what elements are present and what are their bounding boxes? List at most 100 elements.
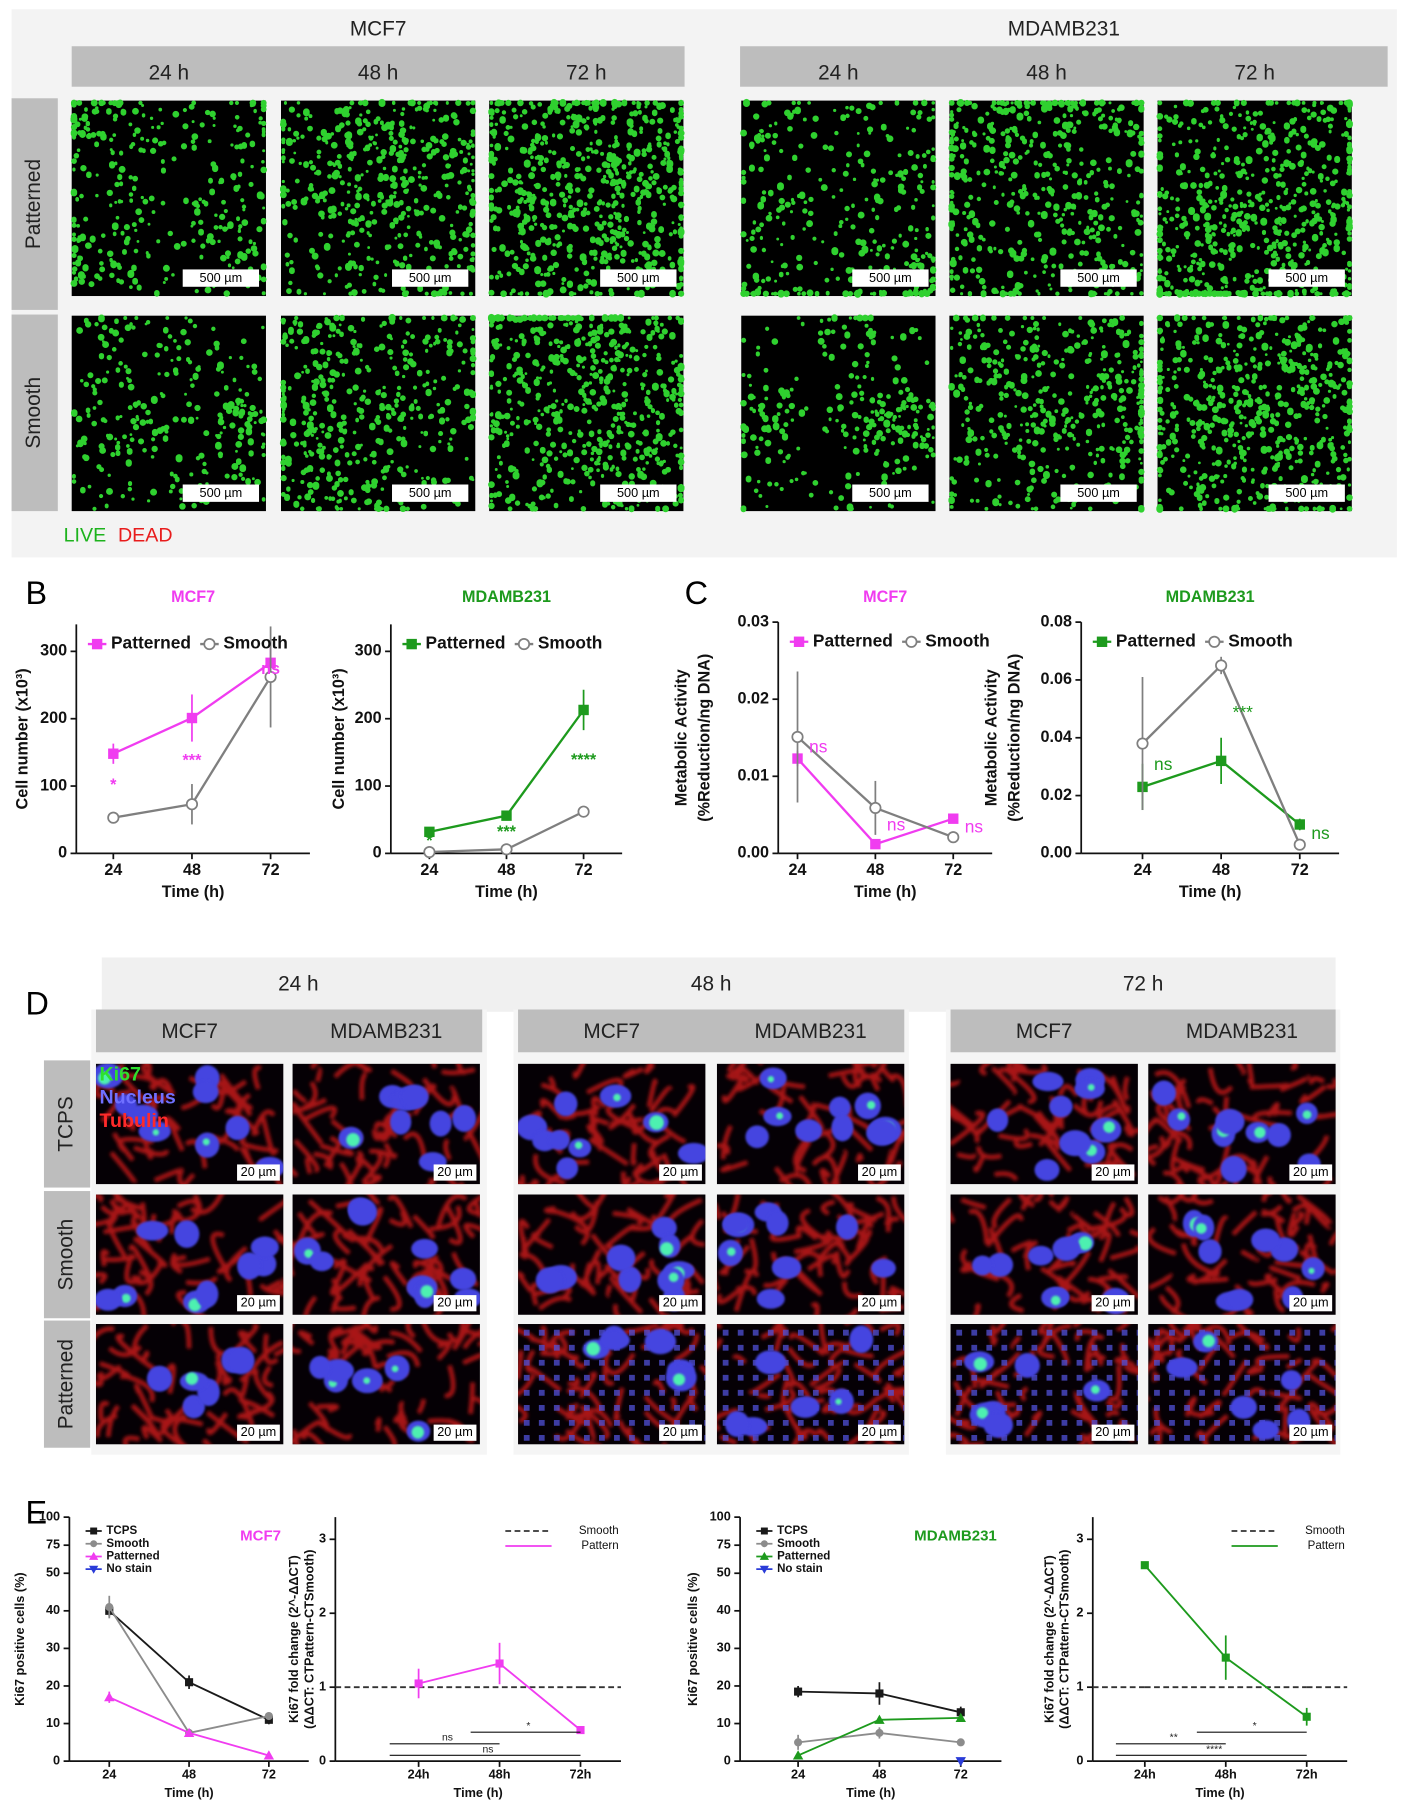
- micrograph-content: [292, 1324, 480, 1445]
- scale-bar-box: [600, 269, 677, 287]
- live-cells: [487, 313, 685, 513]
- nucleus: [766, 1210, 789, 1236]
- marker: [577, 805, 590, 818]
- legend-label: Smooth: [106, 1538, 149, 1550]
- micrograph-content: [950, 1324, 1138, 1445]
- marker: [1294, 819, 1305, 830]
- legend-marker: [89, 1565, 99, 1574]
- nucleus: [1230, 1395, 1258, 1419]
- scale-bar-label: 20 µm: [241, 1424, 277, 1439]
- legend-label: Patterned: [111, 633, 191, 653]
- scale-bar-box: [237, 1295, 280, 1312]
- marker: [1215, 659, 1228, 672]
- nucleus: [849, 1325, 874, 1354]
- time-label: 48 h: [1026, 62, 1066, 85]
- legend-marker: [203, 638, 216, 651]
- ki67-spot: [976, 1407, 989, 1419]
- y-tick-label: 0.03: [738, 612, 769, 630]
- chart-title: MDAMB231: [1166, 588, 1255, 606]
- stain-dead: DEAD: [118, 525, 173, 547]
- x-tick-label: 48: [1212, 861, 1230, 879]
- live-cells: [1156, 99, 1353, 298]
- row-label: Patterned: [22, 159, 45, 249]
- live-cells: [948, 314, 1145, 513]
- significance: ns: [809, 736, 828, 756]
- series-line: [108, 1696, 270, 1757]
- nucleus: [309, 1355, 331, 1379]
- legend-label: Patterned: [426, 633, 506, 653]
- significance: *: [426, 832, 433, 850]
- nucleus: [556, 1157, 579, 1180]
- micrograph-content: [716, 1063, 905, 1185]
- y-tick-label: 300: [355, 642, 382, 660]
- chart-title: MCF7: [240, 1528, 281, 1545]
- scale-bar-label: 20 µm: [437, 1164, 473, 1179]
- micrograph-content: [292, 1063, 480, 1185]
- nucleus: [429, 1110, 452, 1137]
- scale-bar-label: 500 µm: [1077, 270, 1120, 285]
- scale-bar-label: 20 µm: [1095, 1295, 1131, 1310]
- micrograph: [741, 315, 936, 512]
- scale-bar-box: [858, 1164, 901, 1181]
- nucleus: [146, 1365, 173, 1392]
- legend-label: Pattern: [1308, 1540, 1345, 1552]
- scale-bar-box: [858, 1424, 901, 1441]
- ki67-spot: [98, 1071, 112, 1085]
- ki67-spot: [613, 1093, 621, 1102]
- y-axis-label-2: (ΔΔCT: CTPattern-CTSmooth): [301, 1549, 316, 1728]
- time-label: 24 h: [818, 62, 858, 85]
- scale-bar-label: 500 µm: [200, 485, 243, 500]
- panel-label: B: [25, 575, 47, 611]
- y-axis-label: Cell number (x10³): [330, 668, 348, 809]
- scale-bar-label: 500 µm: [1077, 485, 1120, 500]
- y-tick-label: 200: [40, 709, 67, 727]
- y-tick-label: 0.00: [738, 844, 769, 862]
- micrograph-content: [518, 1063, 706, 1185]
- scale-bar-label: 20 µm: [862, 1164, 898, 1179]
- y-tick-label: 0.06: [1040, 670, 1071, 688]
- tubulin: [1148, 1063, 1336, 1185]
- nucleus: [871, 1258, 896, 1278]
- cell-line-label: MCF7: [161, 1020, 218, 1043]
- significance: ns: [965, 817, 984, 837]
- y-axis-label: Cell number (x10³): [13, 668, 31, 809]
- significance: ***: [183, 751, 203, 769]
- nucleus: [829, 1096, 851, 1119]
- scale-bar-box: [1268, 269, 1345, 287]
- legend-label: Smooth: [1228, 630, 1293, 650]
- nucleus: [644, 1328, 677, 1355]
- live-cells: [71, 314, 268, 511]
- legend-label: Smooth: [579, 1525, 619, 1537]
- y-tick-label: 2: [319, 1605, 326, 1620]
- nucleus: [745, 1125, 769, 1149]
- marker: [1140, 1561, 1149, 1570]
- nucleus: [795, 1119, 823, 1143]
- scale-bar-label: 20 µm: [663, 1424, 699, 1439]
- cell-line-label: MDAMB231: [330, 1020, 442, 1043]
- scale-bar-box: [1091, 1424, 1135, 1441]
- nucleus: [835, 1214, 859, 1240]
- nucleus: [227, 1346, 255, 1375]
- x-tick-label: 72: [944, 861, 962, 879]
- ki67-spot: [152, 1129, 160, 1136]
- scale-bar-label: 20 µm: [1293, 1164, 1329, 1179]
- significance: ns: [1154, 754, 1173, 774]
- scale-bar-label: 500 µm: [617, 485, 660, 500]
- x-tick-label: 48: [872, 1766, 886, 1781]
- y-tick-label: 100: [710, 1508, 731, 1523]
- y-tick-label: 200: [355, 709, 382, 727]
- y-axis-label: Ki67 positive cells (%): [12, 1572, 27, 1706]
- nucleus: [1034, 1159, 1060, 1181]
- y-tick-label: 30: [46, 1640, 60, 1655]
- marker: [578, 704, 589, 716]
- nucleus: [1215, 1108, 1245, 1135]
- nucleus: [535, 1267, 565, 1294]
- marker: [263, 1750, 275, 1760]
- stain-label: Nucleus: [99, 1087, 175, 1109]
- marker: [414, 1679, 423, 1688]
- ki67-spot: [420, 1285, 434, 1298]
- cell-line-label: MCF7: [350, 18, 407, 41]
- scale-bar-label: 20 µm: [241, 1164, 277, 1179]
- ki67-spot: [1091, 1385, 1100, 1394]
- nucleus: [1280, 1370, 1302, 1391]
